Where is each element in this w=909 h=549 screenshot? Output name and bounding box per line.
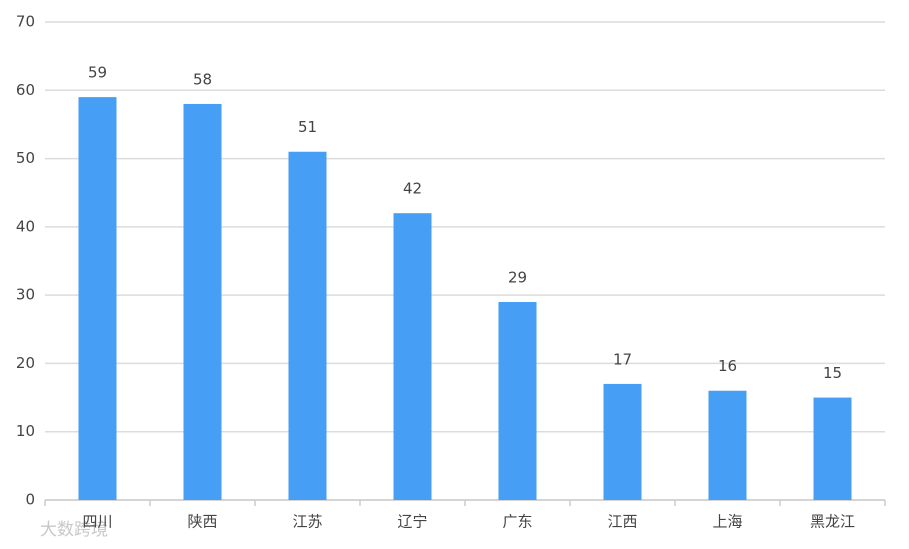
- data-label: 51: [298, 118, 317, 136]
- y-tick-label: 50: [16, 149, 35, 167]
- x-tick-label: 辽宁: [397, 513, 427, 531]
- x-tick-label: 上海: [712, 513, 742, 531]
- bar: [498, 301, 537, 500]
- x-tick-label: 四川: [82, 513, 112, 531]
- watermark: 大数跨境: [40, 520, 108, 540]
- data-label: 16: [718, 357, 737, 375]
- x-tick-label: 黑龙江: [810, 513, 855, 531]
- data-label: 15: [823, 364, 842, 382]
- bar: [78, 97, 117, 500]
- bar: [393, 213, 432, 500]
- data-label: 42: [403, 180, 422, 198]
- bar: [708, 390, 747, 500]
- y-tick-label: 10: [16, 422, 35, 440]
- bar: [603, 383, 642, 500]
- x-tick-label: 陕西: [187, 513, 217, 531]
- x-tick-label: 江苏: [292, 513, 322, 531]
- data-label: 58: [193, 70, 212, 88]
- y-tick-label: 60: [16, 81, 35, 99]
- data-label: 17: [613, 350, 632, 368]
- y-tick-label: 70: [16, 13, 35, 31]
- bar: [183, 103, 222, 500]
- bar: [288, 151, 327, 500]
- x-tick-label: 广东: [502, 513, 532, 531]
- data-label: 29: [508, 268, 527, 286]
- y-tick-label: 40: [16, 217, 35, 235]
- y-tick-label: 0: [25, 491, 35, 509]
- data-label: 59: [88, 64, 107, 82]
- y-tick-label: 20: [16, 354, 35, 372]
- y-tick-label: 30: [16, 286, 35, 304]
- bar: [813, 397, 852, 500]
- x-tick-label: 江西: [607, 513, 637, 531]
